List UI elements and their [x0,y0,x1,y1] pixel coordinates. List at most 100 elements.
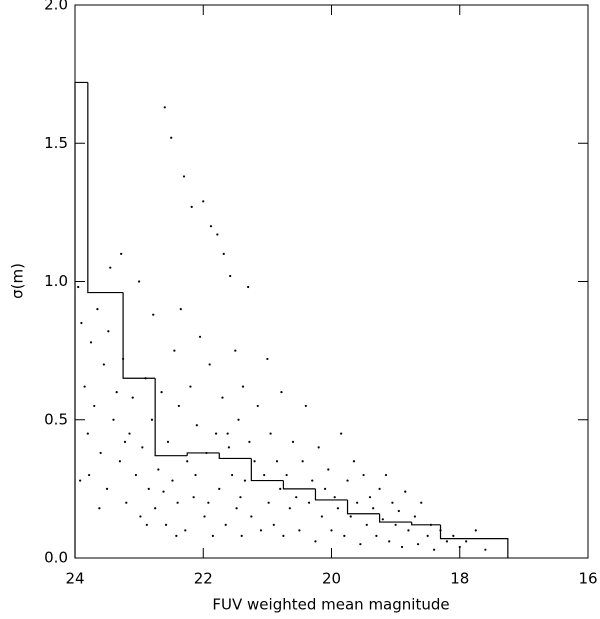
x-tick-label: 20 [322,570,341,588]
data-point [317,446,320,449]
data-point [125,501,128,504]
data-point [250,515,253,518]
histogram-step [439,524,509,558]
data-point [474,529,477,532]
data-point [420,501,423,504]
data-point [214,432,218,435]
data-point [275,460,279,463]
data-point [154,507,157,510]
data-point [224,523,227,526]
data-point [349,515,352,518]
data-point [263,473,266,477]
data-point [404,490,407,493]
data-point [346,479,349,482]
data-point [372,507,375,510]
data-point [218,487,221,490]
data-point [192,496,195,499]
data-point [407,529,410,532]
data-point [150,418,154,421]
data-point [241,385,245,388]
data-point [160,391,163,394]
data-point [266,357,269,361]
y-tick-label: 1.0 [44,272,68,290]
data-point [211,534,214,537]
data-point [157,468,160,471]
data-point [163,106,166,109]
data-point [227,446,230,449]
data-point [175,534,178,537]
data-point [320,515,323,518]
data-point [120,252,123,255]
y-tick-label: 0.0 [44,549,68,567]
x-axis-label: FUV weighted mean magnitude [212,596,449,614]
data-point [400,545,404,549]
data-point [80,321,83,325]
data-point [170,136,173,139]
data-point [384,473,388,477]
data-point [259,529,263,532]
data-point [79,479,82,482]
y-tick-label: 0.5 [44,410,68,428]
data-point [314,540,317,543]
data-point [336,507,340,510]
data-point [131,396,134,399]
data-point [356,501,359,504]
data-point [123,440,127,443]
data-point [301,460,304,463]
data-point [433,548,436,551]
data-point [397,509,400,513]
y-tick-label: 2.0 [44,0,68,14]
data-point [327,468,330,471]
data-point [182,175,186,178]
data-point [152,313,155,316]
histogram-step [74,81,88,558]
data-point [207,501,210,504]
data-point [378,487,381,490]
data-point [112,418,115,421]
data-point [209,225,213,228]
data-point [311,479,314,482]
data-point [186,460,189,463]
histogram-step [411,522,441,526]
y-tick-label: 1.5 [44,134,68,152]
plot-frame [74,4,589,559]
data-point [484,548,487,551]
data-point [445,540,449,543]
data-point [240,534,243,537]
data-point [343,534,346,537]
data-point [285,473,288,477]
histogram-step [250,458,284,482]
data-point [194,473,197,477]
x-tick-label: 18 [450,570,469,588]
histogram-step [122,292,156,379]
data-point [162,490,165,493]
data-point [416,543,420,546]
data-point [362,473,365,477]
histogram-step [218,452,252,460]
histogram-step [346,499,380,515]
data-point [465,540,468,543]
histogram-step [282,480,316,490]
data-point [365,523,368,526]
data-point [145,523,148,526]
data-point [171,479,174,482]
data-point [208,363,211,366]
data-point [99,451,102,455]
data-point [248,440,251,443]
data-point [77,285,80,289]
data-point [190,205,193,208]
data-point [105,487,109,490]
data-point [166,440,170,443]
data-point [86,432,89,435]
data-point [164,523,168,526]
histogram-step [186,452,220,456]
data-point [118,460,121,463]
data-point [330,529,333,532]
histogram-step [87,82,124,294]
data-point [179,308,182,311]
data-point [96,308,99,311]
histogram-step [314,488,348,501]
data-point [323,487,327,490]
data-point [280,391,283,394]
data-point [269,432,272,435]
